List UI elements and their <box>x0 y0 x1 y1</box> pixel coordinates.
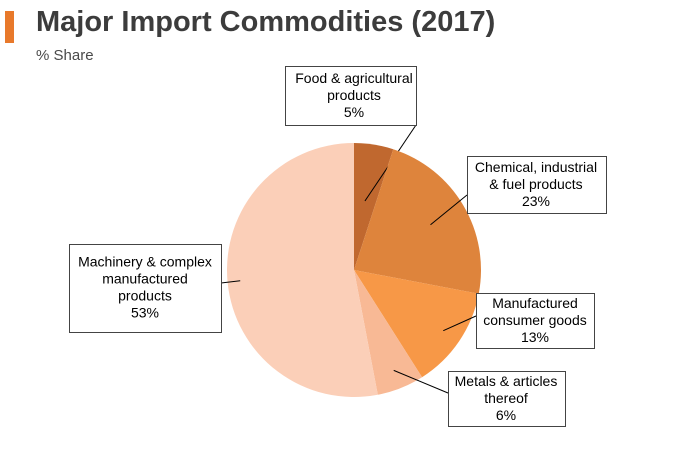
slice-name-label: & fuel products <box>489 176 582 192</box>
label-box <box>285 66 417 126</box>
leader-line <box>220 280 241 284</box>
pie-slice <box>354 270 479 378</box>
slice-value-label: 23% <box>522 193 550 209</box>
slice-value-label: 5% <box>344 104 364 120</box>
title-accent-bar <box>5 11 14 43</box>
leader-line <box>393 369 449 394</box>
label-box <box>476 293 595 349</box>
pie-slice <box>227 143 378 397</box>
leader-line <box>443 315 477 332</box>
slice-value-label: 13% <box>521 329 549 345</box>
slice-name-label: products <box>327 87 381 103</box>
slice-label: Machinery & complexmanufacturedproducts5… <box>69 244 222 333</box>
label-box <box>69 244 222 333</box>
slice-name-label: Chemical, industrial <box>475 159 597 175</box>
slice-name-label: Food & agricultural <box>295 70 413 86</box>
slice-name-label: products <box>118 288 172 304</box>
slice-name-label: consumer goods <box>483 312 587 328</box>
slice-name-label: manufactured <box>102 271 188 287</box>
slice-value-label: 6% <box>496 407 516 423</box>
slice-name-label: Machinery & complex <box>78 254 212 270</box>
pie-slice <box>354 149 481 294</box>
leader-line <box>430 194 468 226</box>
slice-name-label: thereof <box>484 390 528 406</box>
slice-name-label: Manufactured <box>492 295 578 311</box>
chart-title: Major Import Commodities (2017) <box>36 6 496 38</box>
slice-name-label: Metals & articles <box>455 373 558 389</box>
label-box <box>448 371 566 427</box>
pie-slice <box>354 143 394 270</box>
pie-slice <box>354 270 423 395</box>
label-box <box>467 156 607 214</box>
chart-subtitle: % Share <box>36 47 94 64</box>
slice-value-label: 53% <box>131 305 159 321</box>
